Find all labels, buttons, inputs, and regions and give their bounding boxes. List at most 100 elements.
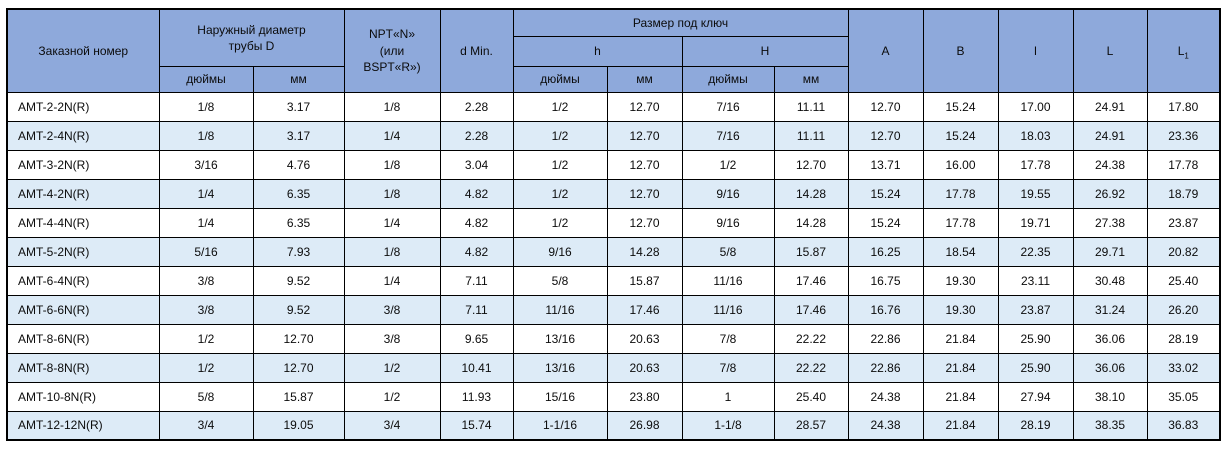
value-cell: 24.91 xyxy=(1072,120,1148,151)
value-cell: 25.40 xyxy=(1146,265,1221,296)
value-cell: 1/8 xyxy=(158,91,254,122)
value-cell: 5/16 xyxy=(158,236,254,267)
value-cell: 15.87 xyxy=(606,265,683,296)
value-cell: 22.22 xyxy=(773,323,849,354)
col-header-b: B xyxy=(922,8,999,93)
col-header-wrench-size: Размер под ключ xyxy=(512,8,849,37)
col-header-a: A xyxy=(847,8,924,93)
value-cell: 12.70 xyxy=(606,207,683,238)
value-cell: 1/4 xyxy=(343,120,441,151)
value-cell: 22.35 xyxy=(997,236,1074,267)
value-cell: 19.30 xyxy=(922,294,999,325)
value-cell: 17.78 xyxy=(997,149,1074,180)
table-row: AMT-4-2N(R) 1/4 6.35 1/8 4.82 1/2 12.70 9/16 14.… xyxy=(6,178,1221,209)
value-cell: 1/2 xyxy=(158,352,254,383)
col-header-l1: L1 xyxy=(1146,8,1221,93)
value-cell: 19.55 xyxy=(997,178,1074,209)
value-cell: 17.80 xyxy=(1146,91,1221,122)
value-cell: 13.71 xyxy=(847,149,924,180)
value-cell: 23.36 xyxy=(1146,120,1221,151)
col-header-h-lower: h xyxy=(512,35,683,67)
value-cell: 5/8 xyxy=(158,381,254,412)
value-cell: 12.70 xyxy=(847,91,924,122)
value-cell: 25.40 xyxy=(773,381,849,412)
value-cell: 7/16 xyxy=(681,91,775,122)
value-cell: 28.19 xyxy=(1146,323,1221,354)
value-cell: 6.35 xyxy=(252,178,345,209)
order-number-cell: AMT-8-8N(R) xyxy=(6,352,160,383)
value-cell: 9.65 xyxy=(439,323,514,354)
value-cell: 17.46 xyxy=(773,265,849,296)
col-header-outer-diameter: Наружный диаметр трубы D xyxy=(158,8,345,67)
value-cell: 27.38 xyxy=(1072,207,1148,238)
value-cell: 35.05 xyxy=(1146,381,1221,412)
value-cell: 18.03 xyxy=(997,120,1074,151)
value-cell: 21.84 xyxy=(922,323,999,354)
value-cell: 25.90 xyxy=(997,352,1074,383)
table-header: Заказной номер Наружный диаметр трубы D … xyxy=(6,8,1221,93)
value-cell: 15.74 xyxy=(439,410,514,441)
value-cell: 23.87 xyxy=(1146,207,1221,238)
value-cell: 22.86 xyxy=(847,352,924,383)
value-cell: 12.70 xyxy=(606,91,683,122)
value-cell: 14.28 xyxy=(773,207,849,238)
value-cell: 9/16 xyxy=(512,236,608,267)
value-cell: 1/4 xyxy=(158,178,254,209)
value-cell: 7/8 xyxy=(681,352,775,383)
order-number-cell: AMT-4-2N(R) xyxy=(6,178,160,209)
value-cell: 10.41 xyxy=(439,352,514,383)
value-cell: 12.70 xyxy=(847,120,924,151)
value-cell: 12.70 xyxy=(773,149,849,180)
value-cell: 1/2 xyxy=(512,149,608,180)
value-cell: 16.00 xyxy=(922,149,999,180)
table-row: AMT-8-6N(R) 1/2 12.70 3/8 9.65 13/16 20.63 7/8 2… xyxy=(6,323,1221,354)
col-header-l-small: l xyxy=(997,8,1074,93)
value-cell: 12.70 xyxy=(252,352,345,383)
value-cell: 1/8 xyxy=(343,149,441,180)
table-row: AMT-8-8N(R) 1/2 12.70 1/2 10.41 13/16 20.63 7/8… xyxy=(6,352,1221,383)
value-cell: 12.70 xyxy=(252,323,345,354)
value-cell: 11.11 xyxy=(773,120,849,151)
table-row: AMT-5-2N(R) 5/16 7.93 1/8 4.82 9/16 14.28 5/8 15… xyxy=(6,236,1221,267)
value-cell: 1/8 xyxy=(343,236,441,267)
order-number-cell: AMT-5-2N(R) xyxy=(6,236,160,267)
order-number-cell: AMT-2-4N(R) xyxy=(6,120,160,151)
value-cell: 24.38 xyxy=(847,381,924,412)
value-cell: 17.00 xyxy=(997,91,1074,122)
value-cell: 3.04 xyxy=(439,149,514,180)
value-cell: 12.70 xyxy=(606,120,683,151)
value-cell: 17.78 xyxy=(922,207,999,238)
value-cell: 7.11 xyxy=(439,265,514,296)
value-cell: 3.17 xyxy=(252,120,345,151)
value-cell: 17.78 xyxy=(1146,149,1221,180)
value-cell: 1/2 xyxy=(158,323,254,354)
value-cell: 5/8 xyxy=(512,265,608,296)
value-cell: 1/4 xyxy=(158,207,254,238)
value-cell: 13/16 xyxy=(512,323,608,354)
value-cell: 1/2 xyxy=(512,91,608,122)
table-row: AMT-12-12N(R) 3/4 19.05 3/4 15.74 1-1/16 26.98… xyxy=(6,410,1221,441)
col-header-h-inches: дюймы xyxy=(512,65,608,93)
header-row-1: Заказной номер Наружный диаметр трубы D … xyxy=(6,8,1221,93)
header-row-2: h H xyxy=(7,35,1220,67)
table-row: AMT-6-6N(R) 3/8 9.52 3/8 7.11 11/16 17.46 11/16… xyxy=(6,294,1221,325)
value-cell: 20.82 xyxy=(1146,236,1221,267)
value-cell: 19.71 xyxy=(997,207,1074,238)
col-header-d-mm: мм xyxy=(252,65,345,93)
value-cell: 24.38 xyxy=(1072,149,1148,180)
value-cell: 16.75 xyxy=(847,265,924,296)
value-cell: 23.80 xyxy=(606,381,683,412)
col-header-npt: NPT«N» (или BSPT«R») xyxy=(343,8,441,93)
value-cell: 4.82 xyxy=(439,236,514,267)
value-cell: 21.84 xyxy=(922,352,999,383)
value-cell: 9.52 xyxy=(252,294,345,325)
table-row: AMT-6-4N(R) 3/8 9.52 1/4 7.11 5/8 15.87 11/16 17… xyxy=(6,265,1221,296)
table-row: AMT-2-2N(R) 1/8 3.17 1/8 2.28 1/2 12.70 7/16 11.… xyxy=(6,91,1221,122)
value-cell: 38.10 xyxy=(1072,381,1148,412)
order-number-cell: AMT-3-2N(R) xyxy=(6,149,160,180)
value-cell: 28.19 xyxy=(997,410,1074,441)
col-header-h-mm: мм xyxy=(606,65,683,93)
col-header-d-min: d Min. xyxy=(439,8,514,93)
value-cell: 11.93 xyxy=(439,381,514,412)
value-cell: 9/16 xyxy=(681,207,775,238)
